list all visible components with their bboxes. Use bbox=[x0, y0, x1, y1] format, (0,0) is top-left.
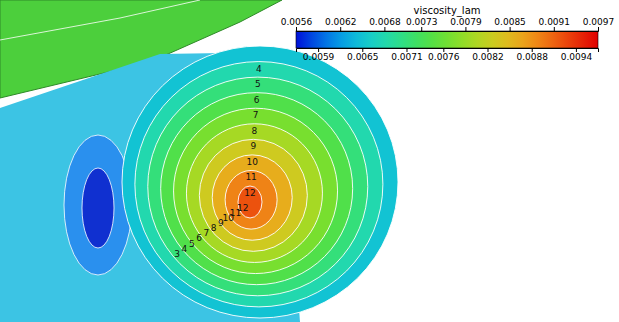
tick: 0.0065 bbox=[347, 48, 379, 62]
contour-bands bbox=[122, 46, 398, 318]
contour-label: 5 bbox=[255, 79, 261, 89]
contour-band bbox=[135, 62, 383, 307]
upper-contour bbox=[0, 0, 200, 40]
contour-band bbox=[174, 108, 338, 273]
tick: 0.0094 bbox=[561, 48, 593, 62]
contour-band bbox=[186, 124, 322, 263]
colorbar: viscosity_lam0.00560.00620.00680.00730.0… bbox=[281, 5, 615, 62]
contour-label: 4 bbox=[182, 244, 188, 254]
tick: 0.0097 bbox=[583, 17, 615, 31]
contour-band bbox=[161, 93, 353, 285]
tick-label: 0.0076 bbox=[428, 52, 460, 62]
tick-label: 0.0091 bbox=[539, 17, 571, 27]
contour-label: 8 bbox=[252, 126, 258, 136]
tick-label: 0.0073 bbox=[406, 17, 438, 27]
tick: 0.0091 bbox=[539, 17, 571, 31]
contour-label: 10 bbox=[246, 157, 258, 167]
tick: 0.0068 bbox=[369, 17, 401, 31]
tick: 0.0073 bbox=[406, 17, 438, 31]
contour-label: 8 bbox=[211, 223, 217, 233]
tick-mark bbox=[554, 27, 555, 31]
tick-mark bbox=[340, 27, 341, 31]
tick: 0.0071 bbox=[391, 48, 423, 62]
tick-label: 0.0085 bbox=[494, 17, 526, 27]
tick-label: 0.0062 bbox=[325, 17, 357, 27]
contour-label: 6 bbox=[196, 233, 202, 243]
low-region bbox=[82, 168, 114, 248]
contour-label: 6 bbox=[254, 95, 260, 105]
tick-label: 0.0088 bbox=[516, 52, 548, 62]
contour-label: 7 bbox=[203, 228, 209, 238]
contour-labels: 3445566778899101011111212 bbox=[174, 64, 262, 259]
colorbar-title: viscosity_lam bbox=[414, 5, 481, 17]
contour-label: 12 bbox=[237, 203, 248, 213]
tick-label: 0.0082 bbox=[472, 52, 504, 62]
contour-label: 9 bbox=[250, 141, 256, 151]
colorbar-axis-top: 0.0056 0.0062 0.0068 0.0073 0.0079 0.0085 0.00… bbox=[281, 17, 615, 32]
contour-label: 4 bbox=[256, 64, 262, 74]
contour-band bbox=[212, 155, 292, 240]
colorbar-axis-bottom: 0.0059 0.0065 0.0071 0.0076 0.0082 0.0088 0.00… bbox=[297, 48, 599, 62]
contour-label: 3 bbox=[174, 249, 180, 259]
tick-mark bbox=[421, 27, 422, 31]
tick-label: 0.0071 bbox=[391, 52, 423, 62]
contour-band bbox=[199, 139, 307, 251]
tick-mark bbox=[598, 27, 599, 31]
tick-mark bbox=[510, 27, 511, 31]
tick: 0.0085 bbox=[494, 17, 526, 31]
tick-label: 0.0056 bbox=[281, 17, 313, 27]
colorbar-bar bbox=[296, 31, 598, 48]
low-region bbox=[64, 135, 132, 275]
contour-band bbox=[148, 77, 368, 296]
tick-label: 0.0094 bbox=[561, 52, 593, 62]
tick: 0.0079 bbox=[450, 17, 482, 31]
axis-line bbox=[297, 27, 599, 32]
tick-mark bbox=[296, 27, 297, 31]
tick-label: 0.0097 bbox=[583, 17, 615, 27]
tick: 0.0088 bbox=[516, 48, 548, 62]
tick-label: 0.0065 bbox=[347, 52, 379, 62]
tick: 0.0062 bbox=[325, 17, 357, 31]
contour-label: 7 bbox=[253, 110, 259, 120]
tick: 0.0059 bbox=[303, 48, 335, 62]
tick: 0.0056 bbox=[281, 17, 313, 31]
tick-label: 0.0079 bbox=[450, 17, 482, 27]
tick: 0.0076 bbox=[428, 48, 460, 62]
figure: 3445566778899101011111212viscosity_lam0.… bbox=[0, 0, 619, 322]
contour-label: 5 bbox=[189, 239, 195, 249]
contour-label: 11 bbox=[245, 172, 256, 182]
tick-label: 0.0068 bbox=[369, 17, 401, 27]
tick-mark bbox=[465, 27, 466, 31]
tick: 0.0082 bbox=[472, 48, 504, 62]
contour-label: 12 bbox=[244, 188, 255, 198]
contour-band bbox=[122, 46, 398, 318]
tick-label: 0.0059 bbox=[303, 52, 335, 62]
contour-band bbox=[238, 186, 262, 218]
tick-mark bbox=[384, 27, 385, 31]
